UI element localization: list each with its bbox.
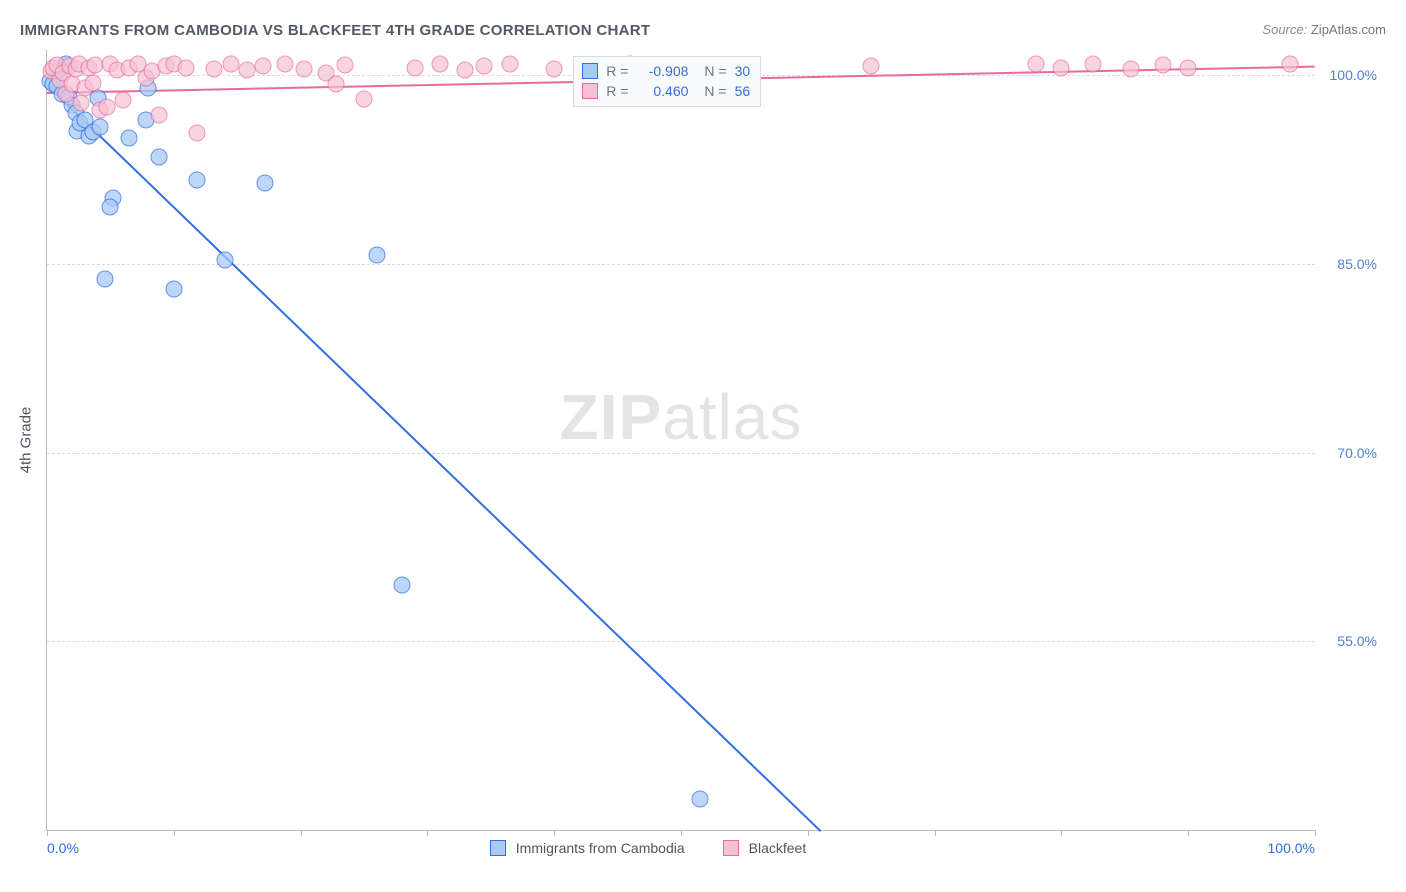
data-point: [84, 74, 101, 91]
x-tick-mark: [554, 830, 555, 836]
data-point: [406, 59, 423, 76]
watermark-zip: ZIP: [560, 381, 663, 453]
data-point: [1053, 59, 1070, 76]
chart-title: IMMIGRANTS FROM CAMBODIA VS BLACKFEET 4T…: [20, 22, 650, 39]
data-point: [115, 92, 132, 109]
source-label: Source:: [1262, 22, 1307, 37]
stats-legend-row: R = 0.460 N = 56: [582, 81, 750, 101]
data-point: [92, 118, 109, 135]
n-value: 30: [735, 61, 751, 81]
data-point: [1123, 60, 1140, 77]
r-label: R =: [606, 61, 628, 81]
data-point: [188, 125, 205, 142]
data-point: [257, 175, 274, 192]
data-point: [102, 199, 119, 216]
source-value: ZipAtlas.com: [1311, 22, 1386, 37]
y-tick-label: 55.0%: [1337, 633, 1377, 649]
trend-line: [46, 84, 821, 831]
gridline: [47, 641, 1315, 642]
gridline: [47, 264, 1315, 265]
data-point: [222, 55, 239, 72]
data-point: [692, 790, 709, 807]
x-tick-mark: [301, 830, 302, 836]
data-point: [1028, 55, 1045, 72]
data-point: [1281, 55, 1298, 72]
data-point: [254, 58, 271, 75]
legend-swatch: [490, 840, 506, 856]
data-point: [1180, 59, 1197, 76]
x-tick-label: 0.0%: [47, 840, 79, 856]
data-point: [356, 91, 373, 108]
x-tick-mark: [1315, 830, 1316, 836]
bottom-legend: Immigrants from Cambodia Blackfeet: [490, 840, 834, 856]
data-point: [476, 58, 493, 75]
x-tick-mark: [935, 830, 936, 836]
data-point: [368, 247, 385, 264]
legend-swatch: [723, 840, 739, 856]
data-point: [863, 58, 880, 75]
scatter-plot: ZIPatlas 55.0%70.0%85.0%100.0%0.0%100.0%…: [46, 50, 1315, 831]
x-tick-mark: [174, 830, 175, 836]
y-tick-label: 100.0%: [1330, 67, 1377, 83]
x-tick-mark: [1188, 830, 1189, 836]
x-tick-label: 100.0%: [1268, 840, 1315, 856]
stats-legend-row: R = -0.908 N = 30: [582, 61, 750, 81]
data-point: [178, 59, 195, 76]
data-point: [97, 270, 114, 287]
x-tick-mark: [1061, 830, 1062, 836]
data-point: [328, 75, 345, 92]
data-point: [457, 62, 474, 79]
data-point: [296, 60, 313, 77]
legend-swatch: [582, 83, 598, 99]
data-point: [432, 55, 449, 72]
gridline: [47, 453, 1315, 454]
x-tick-mark: [808, 830, 809, 836]
data-point: [121, 130, 138, 147]
n-label: N =: [704, 81, 726, 101]
data-point: [1085, 55, 1102, 72]
data-point: [394, 576, 411, 593]
data-point: [165, 281, 182, 298]
r-value: 0.460: [636, 81, 688, 101]
r-label: R =: [606, 81, 628, 101]
n-label: N =: [704, 61, 726, 81]
r-value: -0.908: [636, 61, 688, 81]
n-value: 56: [735, 81, 751, 101]
legend-swatch: [582, 63, 598, 79]
data-point: [73, 94, 90, 111]
watermark-atlas: atlas: [662, 381, 802, 453]
data-point: [336, 57, 353, 74]
data-point: [98, 98, 115, 115]
data-point: [206, 60, 223, 77]
x-tick-mark: [47, 830, 48, 836]
x-tick-mark: [427, 830, 428, 836]
stats-legend: R = -0.908 N = 30 R = 0.460 N = 56: [573, 56, 761, 107]
data-point: [277, 55, 294, 72]
y-tick-label: 85.0%: [1337, 256, 1377, 272]
data-point: [150, 148, 167, 165]
source-attribution: Source: ZipAtlas.com: [1262, 22, 1386, 37]
y-axis-label: 4th Grade: [18, 407, 35, 474]
legend-label: Immigrants from Cambodia: [516, 840, 685, 856]
data-point: [188, 171, 205, 188]
y-tick-label: 70.0%: [1337, 445, 1377, 461]
x-tick-mark: [681, 830, 682, 836]
data-point: [501, 55, 518, 72]
data-point: [150, 107, 167, 124]
data-point: [1154, 57, 1171, 74]
watermark: ZIPatlas: [560, 380, 803, 454]
data-point: [546, 60, 563, 77]
data-point: [216, 252, 233, 269]
legend-label: Blackfeet: [749, 840, 807, 856]
